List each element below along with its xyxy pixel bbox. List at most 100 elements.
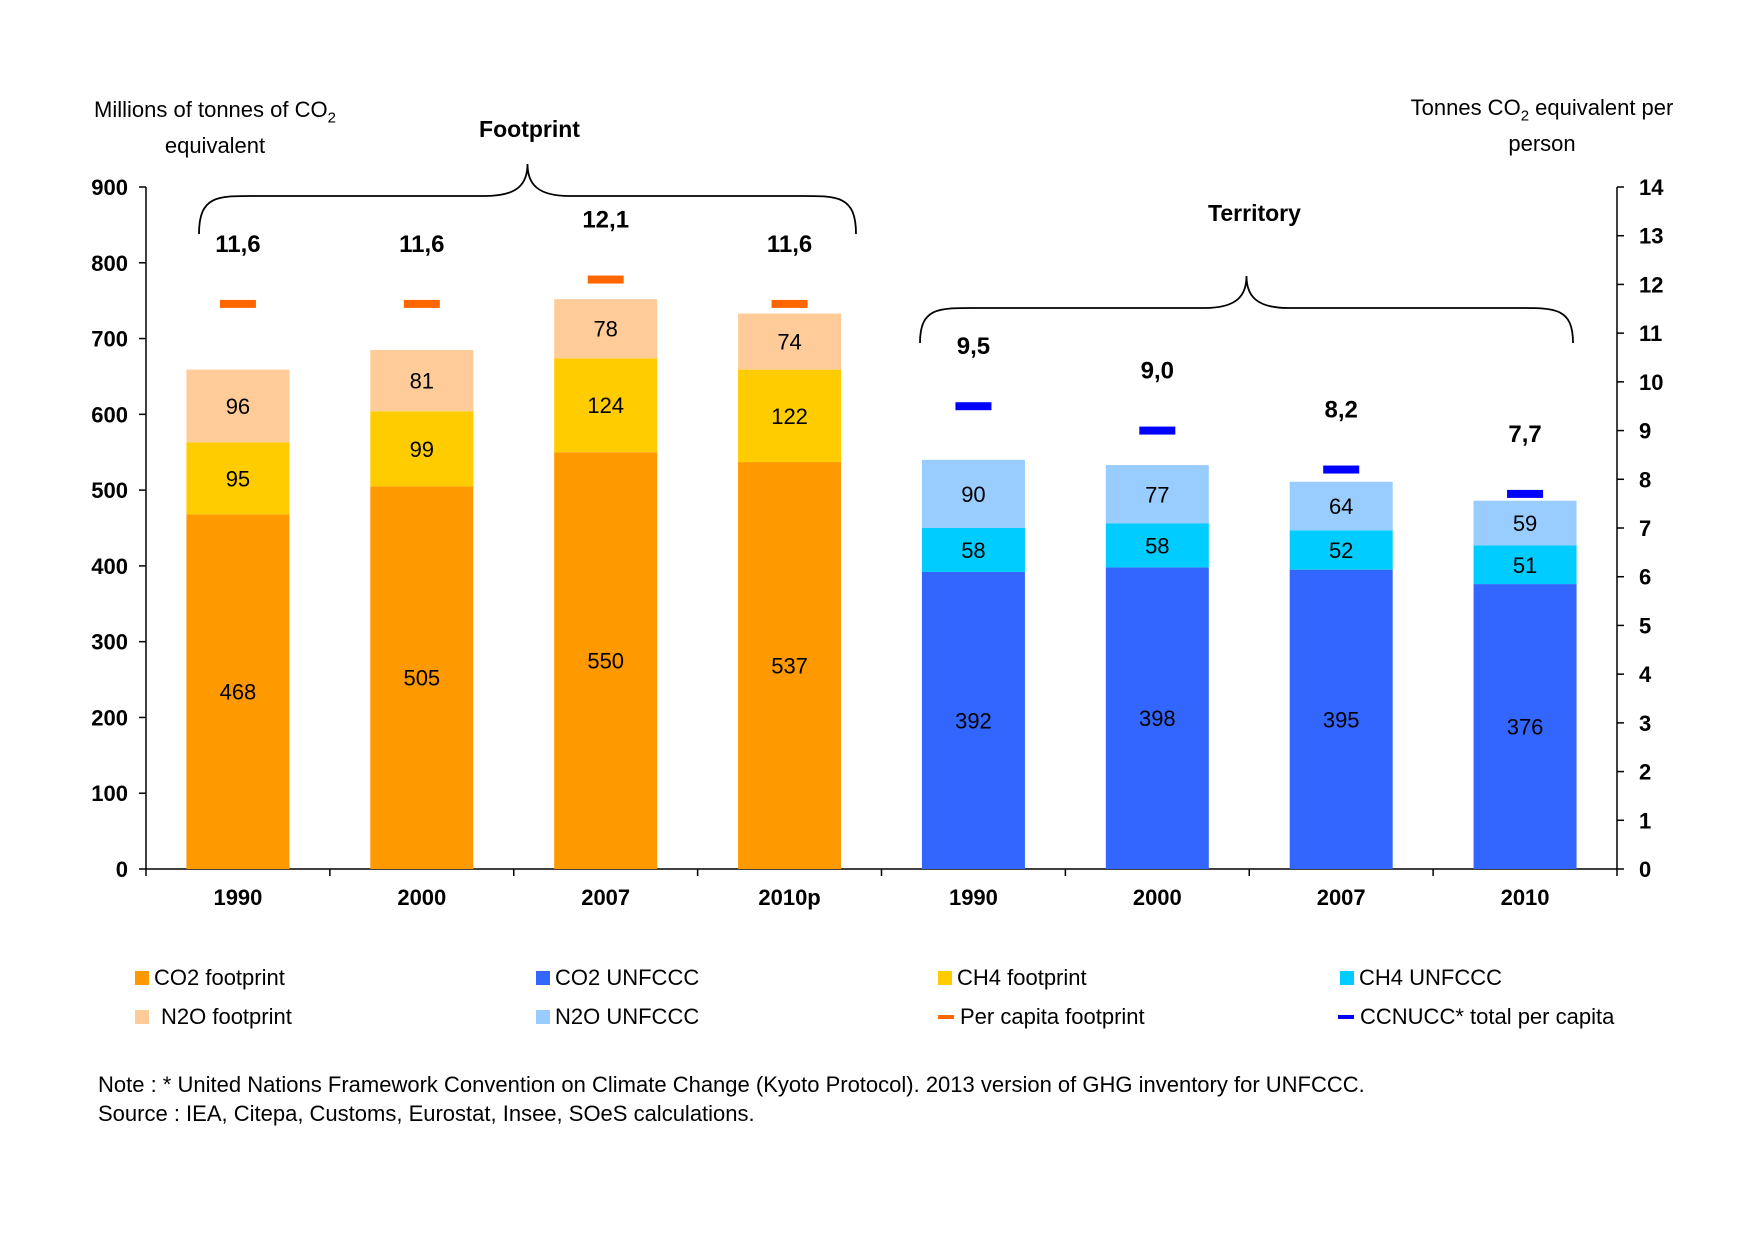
legend-label: CH4 footprint: [957, 965, 1087, 990]
bar-segment: [186, 514, 290, 869]
group-label-footprint: Footprint: [479, 116, 580, 142]
bar-data-label: 58: [961, 538, 985, 563]
x-axis-tick-label: 1990: [213, 885, 262, 910]
right-axis-tick-label: 9: [1639, 419, 1651, 444]
bar-segment: [921, 528, 1025, 572]
x-axis-tick-label: 1990: [949, 885, 998, 910]
legend-item-ch4-unfccc: CH4 UNFCCC: [1340, 964, 1502, 992]
right-axis-tick-label: 13: [1639, 224, 1663, 249]
right-axis-tick-label: 0: [1639, 857, 1651, 882]
legend-swatch: [536, 1010, 550, 1024]
footnote: Note : * United Nations Framework Conven…: [98, 1072, 1365, 1097]
legend-item-co2-unfccc: CO2 UNFCCC: [536, 964, 699, 992]
bar-segment: [1289, 481, 1393, 531]
x-axis-tick-label: 2007: [1317, 885, 1366, 910]
bar-data-label: 392: [955, 708, 992, 733]
per-capita-label: 9,5: [957, 333, 990, 360]
legend-label: CH4 UNFCCC: [1359, 965, 1502, 990]
legend-label: N2O UNFCCC: [555, 1004, 700, 1029]
left-axis-tick-label: 0: [116, 857, 128, 882]
legend-label: N2O footprint: [161, 1004, 292, 1029]
footprint-brace: [198, 163, 857, 235]
bar-segment: [1473, 584, 1577, 869]
left-axis-tick-label: 200: [91, 705, 128, 730]
right-axis-tick-label: 12: [1639, 272, 1663, 297]
bar-data-label: 550: [587, 649, 624, 674]
bar-segment: [554, 358, 658, 453]
per-capita-marker: [771, 299, 808, 308]
per-capita-label: 9,0: [1141, 358, 1174, 385]
per-capita-marker: [219, 299, 256, 308]
bar-data-label: 96: [226, 394, 250, 419]
per-capita-marker: [1139, 426, 1176, 435]
bar-segment: [738, 313, 842, 370]
territory-brace: [919, 275, 1574, 344]
bar-segment: [1105, 523, 1209, 568]
legend-item-ch4-footprint: CH4 footprint: [938, 964, 1087, 992]
bar-segment: [186, 442, 290, 515]
bar-data-label: 395: [1323, 707, 1360, 732]
right-axis-tick-label: 14: [1639, 175, 1664, 200]
bar-segment: [1473, 500, 1577, 546]
right-axis-title: Tonnes CO2 equivalent per person: [1410, 95, 1674, 157]
legend-item-co2-footprint: CO2 footprint: [135, 964, 285, 992]
bar-segment: [738, 462, 842, 869]
legend-swatch: [135, 971, 149, 985]
left-axis-tick-label: 900: [91, 175, 128, 200]
legend-swatch: [135, 1010, 149, 1024]
bar-data-label: 124: [587, 393, 624, 418]
per-capita-marker: [955, 402, 992, 411]
per-capita-marker: [1507, 489, 1544, 498]
right-axis-tick-label: 1: [1639, 808, 1651, 833]
bar-segment: [1105, 465, 1209, 524]
bar-segment: [1289, 530, 1393, 570]
left-axis-tick-label: 100: [91, 781, 128, 806]
legend-swatch: [938, 971, 952, 985]
right-axis-tick-label: 7: [1639, 516, 1651, 541]
x-axis-tick-label: 2007: [581, 885, 630, 910]
left-axis-title: Millions of tonnes of CO2 equivalent: [94, 97, 336, 159]
legend-item-n2o-unfccc: N2O UNFCCC: [536, 1003, 699, 1031]
bar-segment: [1105, 567, 1209, 869]
left-axis-tick-label: 700: [91, 327, 128, 352]
bar-segment: [1473, 545, 1577, 585]
legend-label: CO2 footprint: [154, 965, 285, 990]
bar-data-label: 64: [1329, 494, 1353, 519]
bar-data-label: 81: [410, 369, 434, 394]
bar-data-label: 59: [1513, 511, 1537, 536]
legend-label: CO2 UNFCCC: [555, 965, 700, 990]
bar-data-label: 468: [220, 680, 257, 705]
bar-segment: [370, 411, 474, 487]
legend-item-per-capita-footprint: Per capita footprint: [938, 1003, 1145, 1031]
left-axis-tick-label: 600: [91, 402, 128, 427]
per-capita-label: 11,6: [215, 231, 260, 258]
bar-segment: [186, 369, 290, 443]
per-capita-label: 11,6: [399, 231, 444, 258]
bar-segment: [921, 459, 1025, 528]
per-capita-label: 8,2: [1325, 397, 1358, 424]
bar-segment: [554, 299, 658, 359]
bar-segment: [370, 349, 474, 412]
legend-swatch: [1338, 1015, 1354, 1019]
right-axis-tick-label: 11: [1639, 321, 1662, 346]
right-axis-tick-label: 8: [1639, 467, 1651, 492]
bar-segment: [1289, 569, 1393, 869]
right-axis-tick-label: 3: [1639, 711, 1651, 736]
per-capita-label: 11,6: [767, 231, 812, 258]
bar-data-label: 78: [593, 317, 617, 342]
bar-data-label: 90: [961, 482, 985, 507]
right-axis-tick-label: 6: [1639, 565, 1651, 590]
left-axis-tick-label: 500: [91, 478, 128, 503]
per-capita-label: 12,1: [582, 207, 629, 234]
left-axis-tick-label: 400: [91, 554, 128, 579]
legend-swatch: [938, 1015, 954, 1019]
bar-data-label: 51: [1513, 553, 1537, 578]
x-axis-tick-label: 2000: [397, 885, 446, 910]
bar-data-label: 376: [1507, 715, 1544, 740]
right-axis-tick-label: 10: [1639, 370, 1663, 395]
bar-data-label: 122: [771, 404, 808, 429]
per-capita-marker: [1323, 465, 1360, 474]
legend-label: CCNUCC* total per capita: [1360, 1004, 1615, 1029]
right-axis-tick-label: 5: [1639, 613, 1651, 638]
